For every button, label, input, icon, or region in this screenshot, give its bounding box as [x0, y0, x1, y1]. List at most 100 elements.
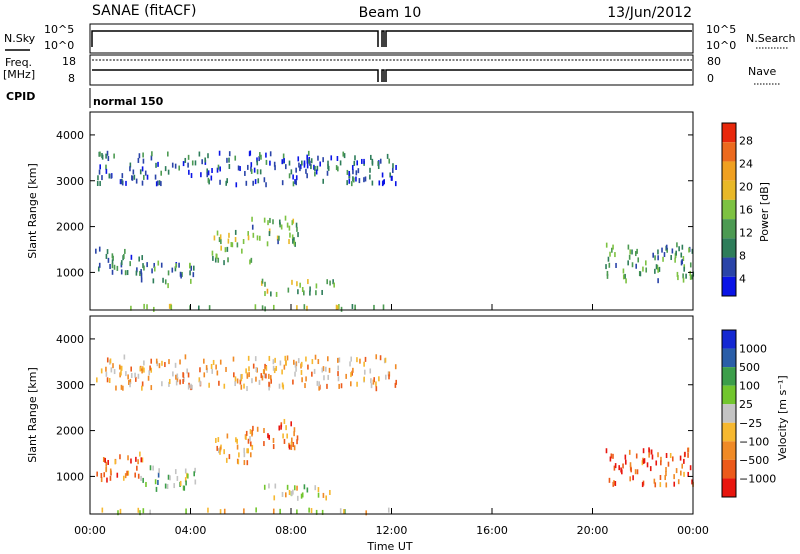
data-cell — [683, 471, 685, 477]
data-cell — [130, 254, 133, 260]
y-tick-label: 4000 — [56, 333, 84, 346]
data-cell — [237, 459, 240, 465]
data-cell — [375, 381, 377, 387]
data-cell — [660, 460, 662, 466]
data-cell — [378, 376, 380, 382]
data-cell — [300, 369, 303, 375]
data-cell — [387, 507, 390, 513]
data-cell — [129, 382, 131, 388]
data-cell — [155, 486, 158, 492]
data-cell — [142, 263, 144, 269]
data-cell — [645, 267, 648, 273]
colorbar-tick-label: 25 — [739, 398, 753, 411]
data-cell — [251, 431, 253, 437]
data-cell — [293, 237, 295, 243]
data-cell — [652, 252, 654, 258]
data-cell — [361, 158, 363, 164]
data-cell — [194, 160, 197, 166]
y-tick-label: 2000 — [56, 221, 84, 234]
data-cell — [278, 383, 281, 389]
colorbar-frame — [721, 122, 737, 297]
data-cell — [294, 371, 296, 377]
data-cell — [291, 220, 294, 226]
data-cell — [275, 291, 278, 297]
data-cell — [311, 371, 313, 377]
data-cell — [283, 438, 286, 444]
data-cell — [375, 354, 378, 360]
data-cell — [279, 508, 281, 514]
data-cell — [290, 421, 293, 427]
data-cell — [663, 252, 666, 258]
data-cell — [216, 445, 219, 451]
colorbar-swatch — [722, 180, 736, 200]
data-cell — [273, 495, 276, 501]
data-cell — [691, 248, 694, 254]
data-cell — [611, 247, 613, 253]
data-cell — [269, 151, 272, 157]
data-cell — [223, 260, 225, 266]
data-cell — [293, 240, 296, 246]
data-cell — [657, 255, 659, 261]
data-cell — [109, 263, 111, 269]
data-cell — [225, 180, 228, 186]
data-cell — [194, 467, 196, 473]
data-cell — [260, 154, 262, 160]
data-cell — [358, 178, 361, 184]
data-cell — [292, 174, 294, 180]
data-cell — [150, 367, 153, 373]
colorbar-tick-label: 100 — [739, 380, 760, 393]
data-cell — [377, 164, 380, 170]
data-cell — [295, 175, 298, 181]
data-cell — [285, 425, 287, 431]
data-cell — [219, 449, 221, 455]
data-cell — [275, 365, 278, 371]
data-cell — [201, 159, 203, 165]
data-cell — [353, 160, 356, 166]
data-cell — [160, 262, 163, 268]
data-cell — [662, 256, 664, 262]
data-cell — [105, 153, 107, 159]
data-cell — [636, 469, 639, 475]
data-cell — [317, 155, 319, 161]
data-cell — [129, 166, 131, 172]
data-cell — [658, 266, 661, 272]
data-cell — [210, 175, 213, 181]
data-cell — [139, 270, 141, 276]
x-tick-label: 16:00 — [476, 524, 508, 537]
data-cell — [226, 246, 229, 252]
data-cell — [135, 456, 137, 462]
data-cell — [169, 475, 171, 481]
data-cell — [198, 151, 201, 157]
data-cell — [606, 270, 609, 276]
data-cell — [164, 279, 167, 285]
data-cell — [150, 155, 153, 161]
freq-tick-top: 18 — [62, 55, 76, 68]
data-cell — [288, 173, 291, 179]
data-cell — [293, 359, 295, 365]
data-cell — [141, 166, 144, 172]
data-cell — [327, 165, 330, 171]
data-cell — [348, 173, 351, 179]
data-cell — [120, 179, 123, 185]
data-cell — [288, 444, 291, 450]
data-cell — [101, 175, 103, 181]
data-cell — [310, 508, 313, 514]
velocity-colorbar: 1000 500 100 25 −25 −100 −500 −1000 — [721, 329, 776, 498]
data-cell — [264, 291, 266, 297]
freq-panel: Freq. [MHz] 18 8 80 0 Nave — [3, 54, 780, 86]
data-cell — [352, 176, 354, 182]
data-cell — [157, 472, 160, 478]
data-cell — [279, 360, 282, 366]
colorbar-tick-label: 24 — [739, 157, 753, 170]
data-cell — [609, 251, 611, 257]
data-cell — [113, 153, 115, 159]
data-cell — [665, 467, 667, 473]
data-cell — [274, 165, 276, 171]
data-cell — [190, 383, 192, 389]
colorbar-swatch — [722, 404, 736, 423]
data-cell — [158, 180, 161, 186]
data-cell — [216, 370, 219, 376]
data-cell — [634, 469, 637, 475]
data-cell — [203, 372, 206, 378]
